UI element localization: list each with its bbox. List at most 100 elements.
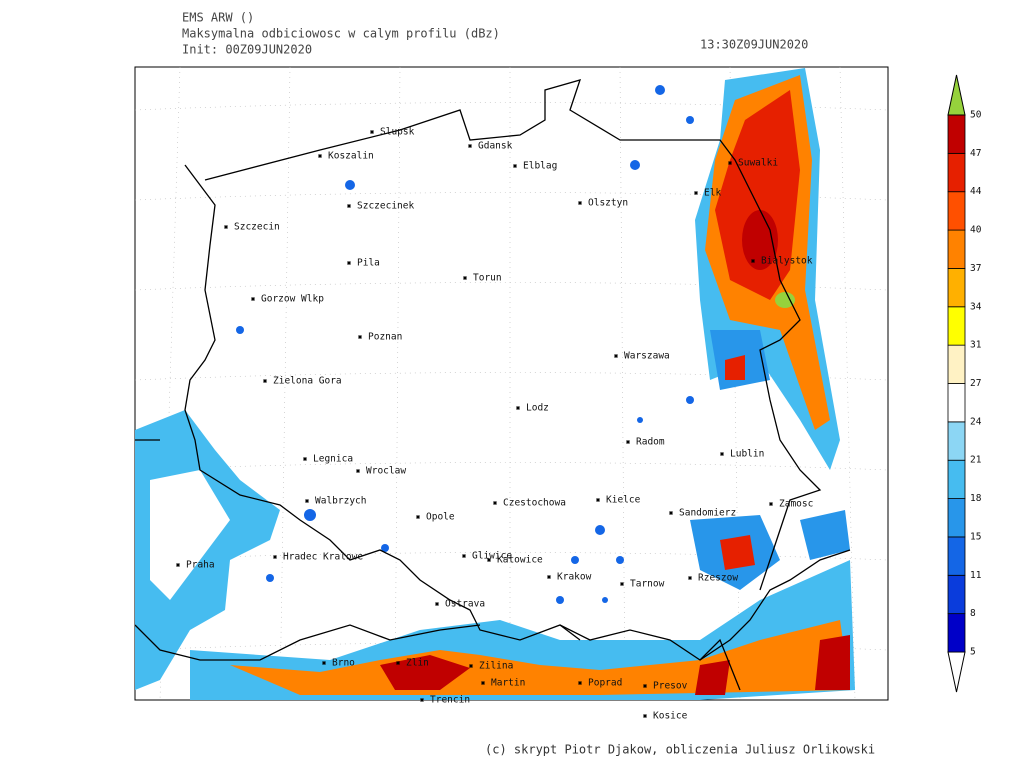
city-label: Elblag bbox=[523, 161, 557, 172]
city-marker bbox=[751, 259, 755, 263]
colorbar-label: 34 bbox=[970, 301, 982, 312]
precipitation bbox=[135, 68, 855, 700]
city-label: Kielce bbox=[606, 495, 641, 506]
city-marker bbox=[493, 501, 497, 505]
colorbar-high-triangle bbox=[947, 74, 966, 116]
city-label: Katowice bbox=[497, 555, 543, 566]
city-marker bbox=[728, 161, 732, 165]
city-marker bbox=[578, 681, 582, 685]
city-label: Krakow bbox=[557, 572, 592, 583]
city-label: Zielona Gora bbox=[273, 376, 342, 387]
city-label: Lodz bbox=[526, 403, 549, 414]
city-label: Olsztyn bbox=[588, 198, 628, 209]
colorbar-segment bbox=[947, 574, 966, 615]
city-label: Kosice bbox=[653, 711, 688, 722]
city-marker bbox=[694, 191, 698, 195]
city-marker bbox=[263, 379, 267, 383]
city-label: Gliwice bbox=[472, 551, 512, 562]
city-marker bbox=[273, 555, 277, 559]
colorbar-label: 11 bbox=[970, 570, 982, 581]
city-label: Torun bbox=[473, 273, 502, 284]
city-marker bbox=[356, 469, 360, 473]
city-label: Wroclaw bbox=[366, 466, 406, 477]
colorbar-segment bbox=[947, 613, 966, 653]
city-marker bbox=[318, 154, 322, 158]
colorbar-segment bbox=[947, 459, 966, 499]
city-marker bbox=[251, 297, 255, 301]
colorbar-label: 44 bbox=[970, 186, 982, 197]
city-label: Poznan bbox=[368, 332, 402, 343]
city-label: Warszawa bbox=[624, 351, 670, 362]
city-marker bbox=[420, 698, 424, 702]
colorbar-label: 21 bbox=[970, 455, 982, 466]
city-marker bbox=[416, 515, 420, 519]
colorbar-segment bbox=[947, 421, 966, 461]
city-label: Szczecinek bbox=[357, 201, 414, 212]
city-marker bbox=[468, 144, 472, 148]
city-label: Gdansk bbox=[478, 141, 513, 152]
colorbar-label: 24 bbox=[970, 416, 982, 427]
city-marker bbox=[303, 457, 307, 461]
city-label: Ostrava bbox=[445, 599, 485, 610]
city-marker bbox=[176, 563, 180, 567]
city-label: Tarnow bbox=[630, 579, 665, 590]
colorbar-segment bbox=[947, 229, 966, 269]
colorbar-segment bbox=[947, 191, 966, 231]
city-marker bbox=[614, 354, 618, 358]
city-marker bbox=[487, 558, 491, 562]
valid-time: 13:30Z09JUN2020 bbox=[700, 38, 808, 52]
city-label: Koszalin bbox=[328, 151, 374, 162]
city-label: Szczecin bbox=[234, 222, 280, 233]
city-label: Legnica bbox=[313, 454, 353, 465]
city-label: Walbrzych bbox=[315, 496, 366, 507]
city-marker bbox=[547, 575, 551, 579]
city-label: Martin bbox=[491, 678, 525, 689]
colorbar-label: 40 bbox=[970, 225, 982, 236]
colorbar-segment bbox=[947, 306, 966, 346]
city-marker bbox=[224, 225, 228, 229]
colorbar-label: 15 bbox=[970, 531, 981, 542]
city-marker bbox=[596, 498, 600, 502]
city-label: Brno bbox=[332, 658, 355, 669]
borders bbox=[134, 79, 851, 691]
city-label: Poprad bbox=[588, 678, 622, 689]
city-marker bbox=[463, 276, 467, 280]
city-marker bbox=[481, 681, 485, 685]
colorbar-label: 5 bbox=[970, 647, 976, 658]
init-time: Init: 00Z09JUN2020 bbox=[182, 43, 312, 57]
city-marker bbox=[720, 452, 724, 456]
city-marker bbox=[643, 714, 647, 718]
city-marker bbox=[516, 406, 520, 410]
model-title: EMS ARW () bbox=[182, 11, 254, 25]
city-marker bbox=[347, 204, 351, 208]
city-marker bbox=[643, 684, 647, 688]
colorbar-segment bbox=[947, 152, 966, 193]
colorbar-low-triangle bbox=[947, 651, 966, 693]
city-marker bbox=[370, 130, 374, 134]
city-label: Sandomierz bbox=[679, 508, 736, 519]
city-marker bbox=[469, 664, 473, 668]
city-marker bbox=[769, 502, 773, 506]
city-label: Czestochowa bbox=[503, 498, 566, 509]
credit-footer: (c) skrypt Piotr Djakow, obliczenia Juli… bbox=[485, 743, 875, 757]
colorbar-label: 47 bbox=[970, 148, 981, 159]
city-label: Rzeszow bbox=[698, 573, 738, 584]
city-marker bbox=[513, 164, 517, 168]
city-label: Trencin bbox=[430, 695, 470, 706]
city-label: Hradec Kralowe bbox=[283, 552, 363, 563]
city-label: Presov bbox=[653, 681, 688, 692]
colorbar-segment bbox=[947, 383, 966, 423]
colorbar-label: 27 bbox=[970, 378, 981, 389]
colorbar-segment bbox=[947, 268, 966, 308]
city-label: Slupsk bbox=[380, 127, 415, 138]
city-marker bbox=[305, 499, 309, 503]
colorbar-label: 31 bbox=[970, 340, 982, 351]
city-marker bbox=[322, 661, 326, 665]
colorbar-segment bbox=[947, 114, 966, 154]
colorbar-label: 50 bbox=[970, 110, 982, 121]
city-label: Zamosc bbox=[779, 499, 813, 510]
colorbar-segment bbox=[947, 498, 966, 538]
city-marker bbox=[358, 335, 362, 339]
city-label: Radom bbox=[636, 437, 665, 448]
